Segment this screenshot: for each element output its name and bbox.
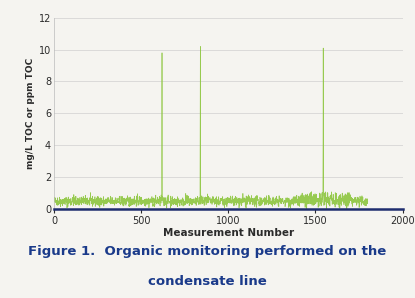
Text: condensate line: condensate line bbox=[148, 275, 267, 288]
Y-axis label: mg/L TOC or ppm TOC: mg/L TOC or ppm TOC bbox=[26, 58, 34, 169]
X-axis label: Measurement Number: Measurement Number bbox=[163, 228, 294, 238]
Text: Figure 1.  Organic monitoring performed on the: Figure 1. Organic monitoring performed o… bbox=[28, 245, 387, 258]
